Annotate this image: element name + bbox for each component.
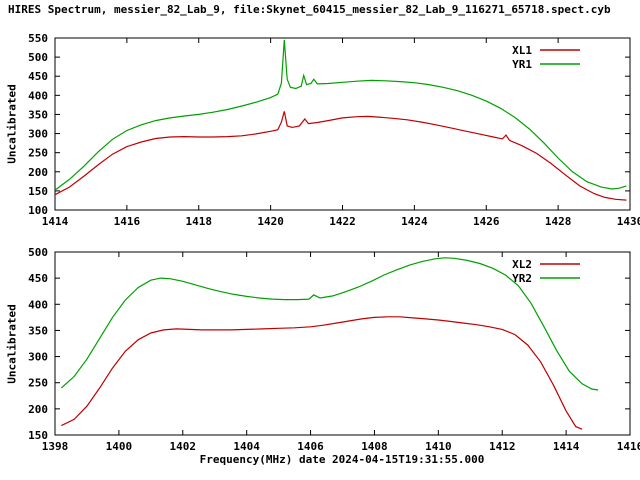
top-x-tick-label: 1414	[42, 215, 69, 228]
top-y-tick-label: 150	[28, 185, 48, 198]
bottom-y-tick-label: 200	[28, 403, 48, 416]
plot-title: HIRES Spectrum, messier_82_Lab_9, file:S…	[8, 3, 611, 16]
top-curve-xl1	[54, 111, 627, 201]
bottom-x-tick-label: 1412	[489, 440, 516, 453]
bottom-y-tick-label: 500	[28, 246, 48, 259]
bottom-x-tick-label: 1402	[170, 440, 197, 453]
top-y-tick-label: 350	[28, 108, 48, 121]
bottom-y-tick-label: 300	[28, 351, 48, 364]
top-x-tick-label: 1428	[545, 215, 572, 228]
top-y-tick-label: 250	[28, 147, 48, 160]
legend-label-yr1: YR1	[512, 58, 532, 71]
bottom-y-tick-label: 150	[28, 429, 48, 442]
legend-label-xl2: XL2	[512, 258, 532, 271]
bottom-plot-border	[54, 251, 631, 436]
legend-label-yr2: YR2	[512, 272, 532, 285]
top-x-tick-label: 1430	[617, 215, 640, 228]
bottom-curve-xl2	[61, 316, 583, 430]
bottom-x-tick-label: 1416	[617, 440, 640, 453]
top-x-tick-label: 1422	[329, 215, 356, 228]
bottom-x-tick-label: 1398	[42, 440, 69, 453]
top-curve-yr1	[54, 39, 627, 191]
legend-label-xl1: XL1	[512, 44, 532, 57]
bottom-y-tick-label: 400	[28, 298, 48, 311]
top-x-tick-label: 1426	[473, 215, 500, 228]
bottom-curve-yr2	[60, 257, 599, 391]
top-x-tick-label: 1418	[186, 215, 213, 228]
top-x-tick-label: 1416	[114, 215, 141, 228]
top-y-tick-label: 300	[28, 128, 48, 141]
top-y-tick-label: 450	[28, 70, 48, 83]
top-y-tick-label: 550	[28, 32, 48, 45]
bottom-y-tick-label: 450	[28, 272, 48, 285]
x-axis-label: Frequency(MHz) date 2024-04-15T19:31:55.…	[199, 453, 485, 466]
bottom-x-tick-label: 1408	[361, 440, 388, 453]
bottom-x-tick-label: 1400	[106, 440, 133, 453]
top-y-tick-label: 200	[28, 166, 48, 179]
bottom-x-tick-label: 1406	[297, 440, 324, 453]
top-y-tick-label: 500	[28, 51, 48, 64]
top-x-tick-label: 1420	[257, 215, 284, 228]
bottom-x-tick-label: 1404	[233, 440, 260, 453]
top-x-tick-label: 1424	[401, 215, 428, 228]
bottom-y-tick-label: 350	[28, 324, 48, 337]
bottom-x-tick-label: 1410	[425, 440, 452, 453]
top-y-tick-label: 100	[28, 204, 48, 217]
bottom-y-tick-label: 250	[28, 377, 48, 390]
bottom-x-tick-label: 1414	[553, 440, 580, 453]
top-y-tick-label: 400	[28, 89, 48, 102]
